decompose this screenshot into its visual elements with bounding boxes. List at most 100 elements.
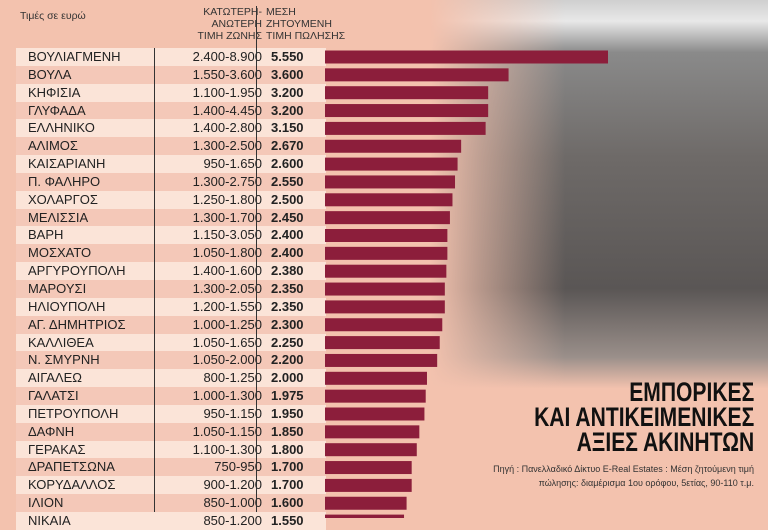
bar-chart bbox=[325, 50, 608, 518]
table-row: ΜΕΛΙΣΣΙΑ 1.300-1.700 2.450 bbox=[16, 208, 326, 227]
title-line: ΑΞΙΕΣ ΑΚΙΝΗΤΩΝ bbox=[576, 427, 754, 457]
unit-note: Τιμές σε ευρώ bbox=[20, 10, 86, 22]
value-label: 2.380 bbox=[271, 263, 304, 279]
range-label: 1.300-1.700 bbox=[192, 209, 262, 225]
table-row: ΓΕΡΑΚΑΣ 1.100-1.300 1.800 bbox=[16, 440, 326, 459]
table-row: ΜΟΣΧΑΤΟ 1.050-1.800 2.400 bbox=[16, 244, 326, 263]
bar bbox=[325, 86, 489, 100]
area-label: ΝΙΚΑΙΑ bbox=[28, 512, 71, 528]
range-label: 1.050-1.650 bbox=[192, 334, 262, 350]
value-label: 3.200 bbox=[271, 102, 304, 118]
value-label: 2.350 bbox=[271, 280, 304, 296]
value-label: 3.600 bbox=[271, 66, 304, 82]
area-label: ΓΕΡΑΚΑΣ bbox=[28, 441, 86, 457]
table-row: Π. ΦΑΛΗΡΟ 1.300-2.750 2.550 bbox=[16, 172, 326, 191]
table-row: ΔΑΦΝΗ 1.050-1.150 1.850 bbox=[16, 422, 326, 441]
table-row: ΚΑΙΣΑΡΙΑΝΗ 950-1.650 2.600 bbox=[16, 155, 326, 173]
bar bbox=[325, 318, 443, 332]
title-line: ΕΜΠΟΡΙΚΕΣ bbox=[629, 377, 754, 407]
bar bbox=[325, 514, 405, 518]
area-label: ΓΑΛΑΤΣΙ bbox=[28, 388, 79, 404]
value-label: 1.700 bbox=[271, 459, 304, 475]
bar bbox=[325, 336, 440, 350]
value-label: 3.200 bbox=[271, 84, 304, 100]
value-header-line: ΜΕΣΗ bbox=[266, 6, 296, 18]
value-column-header: ΜΕΣΗ ΖΗΤΟΥΜΕΝΗ ΤΙΜΗ ΠΩΛΗΣΗΣ bbox=[266, 6, 345, 42]
title-line: ΚΑΙ ΑΝΤΙΚΕΙΜΕΝΙΚΕΣ bbox=[533, 402, 754, 432]
area-label: ΑΛΙΜΟΣ bbox=[28, 138, 78, 154]
bar bbox=[325, 211, 450, 225]
value-label: 2.400 bbox=[271, 227, 304, 243]
bar bbox=[325, 193, 453, 207]
value-label: 1.850 bbox=[271, 423, 304, 439]
value-label: 1.600 bbox=[271, 495, 304, 511]
value-label: 1.550 bbox=[271, 512, 304, 528]
area-label: ΔΑΦΝΗ bbox=[28, 423, 75, 439]
chart-title: ΕΜΠΟΡΙΚΕΣ ΚΑΙ ΑΝΤΙΚΕΙΜΕΝΙΚΕΣ ΑΞΙΕΣ ΑΚΙΝΗ… bbox=[533, 377, 754, 457]
area-label: ΚΗΦΙΣΙΑ bbox=[28, 84, 81, 100]
area-label: ΜΕΛΙΣΣΙΑ bbox=[28, 209, 89, 225]
table-row: ΑΡΓΥΡΟΥΠΟΛΗ 1.400-1.600 2.380 bbox=[16, 262, 326, 280]
value-header-line: ΤΙΜΗ ΠΩΛΗΣΗΣ bbox=[266, 30, 346, 42]
range-label: 900-1.200 bbox=[203, 477, 262, 493]
area-label: ΜΑΡΟΥΣΙ bbox=[28, 280, 87, 296]
source-note: Πηγή : Πανελλαδικό Δίκτυο E-Real Estates… bbox=[424, 462, 754, 490]
table-row: Ν. ΣΜΥΡΝΗ 1.050-2.000 2.200 bbox=[16, 351, 326, 370]
range-label: 850-1.200 bbox=[203, 512, 262, 528]
table-row: ΑΓ. ΔΗΜΗΤΡΙΟΣ 1.000-1.250 2.300 bbox=[16, 315, 326, 334]
area-label: ΙΛΙΟΝ bbox=[28, 495, 64, 511]
value-header-line: ΖΗΤΟΥΜΕΝΗ bbox=[266, 18, 332, 30]
bar bbox=[325, 68, 509, 82]
area-label: ΚΑΛΛΙΘΕΑ bbox=[28, 334, 94, 350]
table-row: ΙΛΙΟΝ 850-1.000 1.600 bbox=[16, 494, 326, 512]
area-label: ΕΛΛΗΝΙΚΟ bbox=[28, 120, 95, 136]
value-label: 2.500 bbox=[271, 191, 304, 207]
bar bbox=[325, 407, 425, 421]
range-label: 1.100-1.950 bbox=[192, 84, 262, 100]
range-label: 1.300-2.750 bbox=[192, 173, 262, 189]
range-label: 1.250-1.800 bbox=[192, 191, 262, 207]
bar bbox=[325, 246, 448, 260]
range-label: 1.400-1.600 bbox=[192, 263, 262, 279]
range-label: 1.050-1.800 bbox=[192, 245, 262, 261]
table-row: ΑΙΓΑΛΕΩ 800-1.250 2.000 bbox=[16, 369, 326, 388]
area-label: ΒΟΥΛΙΑΓΜΕΝΗ bbox=[28, 49, 121, 64]
range-label: 1.000-1.250 bbox=[192, 316, 262, 332]
area-label: ΑΓ. ΔΗΜΗΤΡΙΟΣ bbox=[28, 316, 126, 332]
bar bbox=[325, 229, 448, 242]
value-label: 2.600 bbox=[271, 156, 304, 172]
table-row: ΧΟΛΑΡΓΟΣ 1.250-1.800 2.500 bbox=[16, 190, 326, 209]
table-row: ΗΛΙΟΥΠΟΛΗ 1.200-1.550 2.350 bbox=[16, 297, 326, 316]
value-label: 1.700 bbox=[271, 477, 304, 493]
bar bbox=[325, 478, 412, 492]
range-column-header: ΚΑΤΩΤΕΡΗ- ΑΝΩΤΕΡΗ ΤΙΜΗ ΖΩΝΗΣ bbox=[160, 6, 263, 42]
bar bbox=[325, 461, 412, 475]
data-table: ΒΟΥΛΙΑΓΜΕΝΗ 2.400-8.900 5.550 ΒΟΥΛΑ 1.550-3.… bbox=[16, 48, 326, 530]
bar bbox=[325, 121, 486, 135]
bar bbox=[325, 104, 489, 118]
table-row: ΕΛΛΗΝΙΚΟ 1.400-2.800 3.150 bbox=[16, 119, 326, 138]
area-label: ΑΙΓΑΛΕΩ bbox=[28, 370, 82, 386]
range-label: 2.400-8.900 bbox=[192, 49, 262, 64]
source-line: Πηγή : Πανελλαδικό Δίκτυο E-Real Estates… bbox=[493, 464, 754, 474]
bar bbox=[325, 425, 420, 439]
value-label: 2.250 bbox=[271, 334, 304, 350]
area-label: ΓΛΥΦΑΔΑ bbox=[28, 102, 86, 118]
range-label: 1.400-4.450 bbox=[192, 102, 262, 118]
table-row: ΜΑΡΟΥΣΙ 1.300-2.050 2.350 bbox=[16, 279, 326, 298]
range-label: 800-1.250 bbox=[203, 370, 262, 386]
value-label: 1.950 bbox=[271, 405, 304, 421]
table-row: ΚΟΡΥΔΑΛΛΟΣ 900-1.200 1.700 bbox=[16, 476, 326, 495]
bar bbox=[325, 443, 417, 457]
value-label: 2.350 bbox=[271, 298, 304, 314]
table-row: ΚΗΦΙΣΙΑ 1.100-1.950 3.200 bbox=[16, 83, 326, 102]
area-label: ΑΡΓΥΡΟΥΠΟΛΗ bbox=[28, 263, 126, 279]
table-row: ΒΟΥΛΑ 1.550-3.600 3.600 bbox=[16, 65, 326, 84]
table-row: ΒΑΡΗ 1.150-3.050 2.400 bbox=[16, 226, 326, 245]
area-label: ΧΟΛΑΡΓΟΣ bbox=[28, 191, 98, 207]
area-label: ΗΛΙΟΥΠΟΛΗ bbox=[28, 298, 106, 314]
bar bbox=[325, 157, 458, 171]
bar bbox=[325, 371, 427, 385]
value-label: 2.450 bbox=[271, 209, 304, 225]
table-row: ΓΛΥΦΑΔΑ 1.400-4.450 3.200 bbox=[16, 101, 326, 120]
